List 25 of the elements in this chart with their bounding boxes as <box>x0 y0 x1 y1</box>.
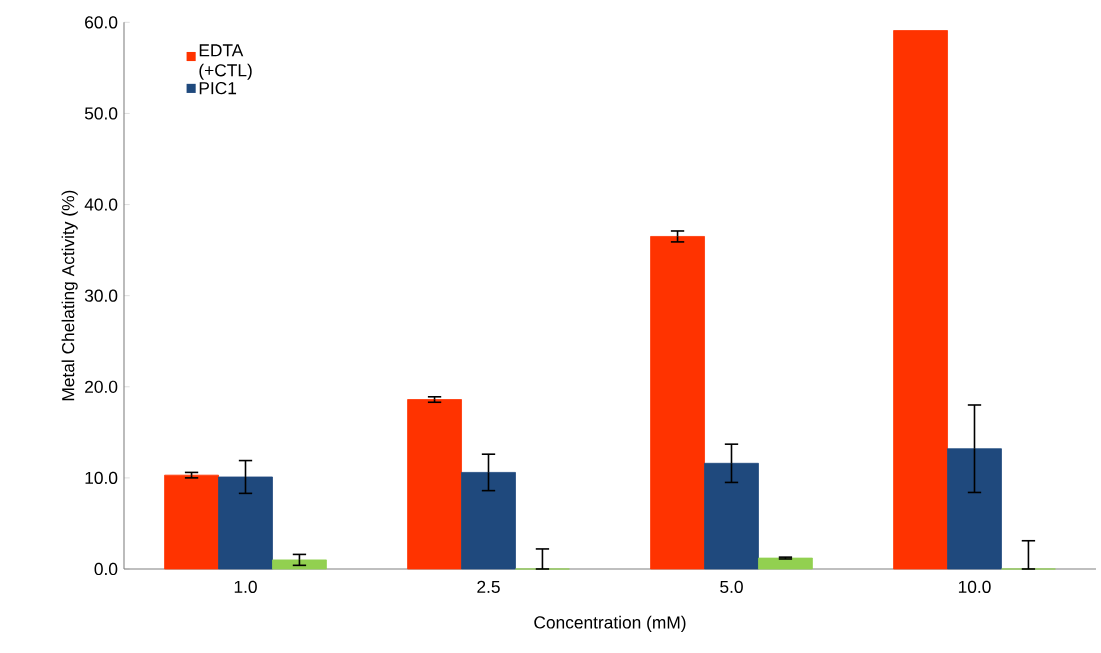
bar <box>218 476 273 570</box>
bar <box>758 557 813 570</box>
legend-label: PIC1 <box>199 82 237 95</box>
x-tick-label: 5.0 <box>720 580 743 593</box>
bar <box>164 474 219 570</box>
bar <box>893 30 948 570</box>
bar <box>272 559 327 570</box>
y-tick-label: 0.0 <box>94 562 118 576</box>
x-tick-label: 2.5 <box>477 580 500 593</box>
y-tick-label: 60.0 <box>85 16 118 29</box>
x-tick-label: 1.0 <box>234 580 257 593</box>
y-tick-label: 20.0 <box>85 380 118 393</box>
bar <box>947 448 1002 570</box>
y-tick-label: 30.0 <box>84 289 118 302</box>
x-tick-label: 10.0 <box>958 580 991 593</box>
bar <box>650 236 705 570</box>
bar <box>704 462 759 570</box>
y-tick-label: 50.0 <box>84 107 118 120</box>
bar <box>407 399 462 570</box>
x-axis-title: Concentration (mM) <box>534 615 686 632</box>
bar <box>461 472 516 570</box>
legend-label: EDTA (+CTL) <box>199 44 252 80</box>
y-axis-title: Metal Chelating Activity (%) <box>61 190 78 401</box>
y-tick-label: 10.0 <box>85 471 118 485</box>
y-tick-label: 40.0 <box>84 198 118 211</box>
